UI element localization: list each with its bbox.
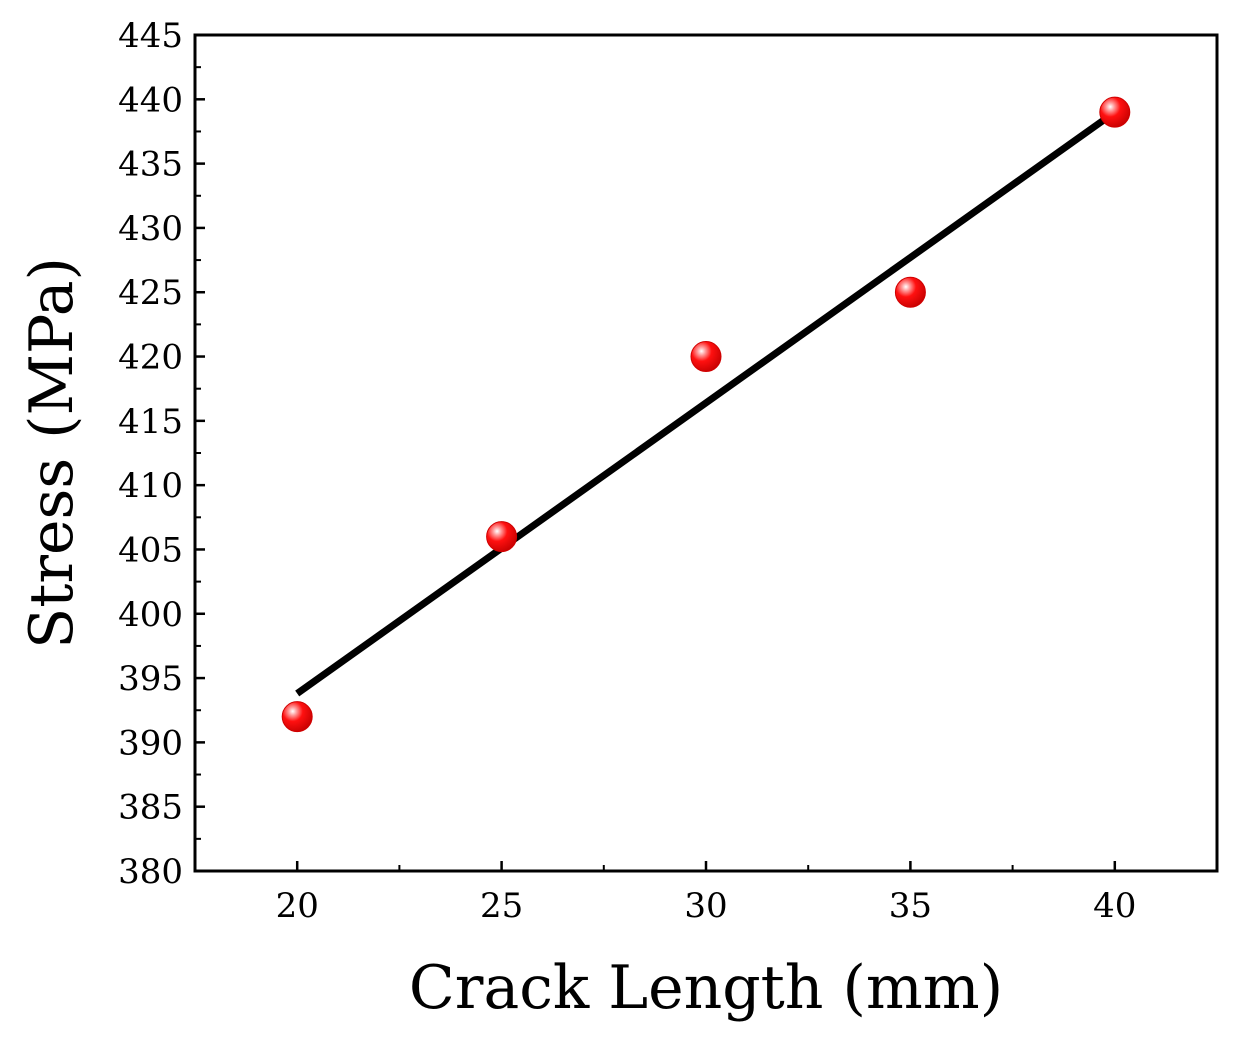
y-tick-label: 415 xyxy=(118,402,183,442)
data-point xyxy=(690,341,722,373)
x-tick-label: 30 xyxy=(684,886,727,926)
data-point xyxy=(894,276,926,308)
fit-line xyxy=(295,109,1117,697)
data-point xyxy=(486,521,518,553)
data-point xyxy=(281,701,313,733)
y-axis-title: Stress (MPa) xyxy=(17,257,87,649)
y-tick-label: 385 xyxy=(118,788,183,828)
y-tick-label: 440 xyxy=(118,80,183,120)
y-tick-label: 435 xyxy=(118,145,183,185)
x-tick-label: 40 xyxy=(1093,886,1136,926)
y-tick-label: 405 xyxy=(118,530,183,570)
y-tick-label: 410 xyxy=(118,466,183,506)
y-tick-label: 380 xyxy=(118,852,183,892)
x-tick-label: 35 xyxy=(889,886,932,926)
data-point xyxy=(1099,96,1131,128)
y-tick-label: 400 xyxy=(118,595,183,635)
y-tick-label: 425 xyxy=(118,273,183,313)
y-tick-label: 420 xyxy=(118,338,183,378)
y-tick-label: 390 xyxy=(118,723,183,763)
x-tick-label: 25 xyxy=(480,886,523,926)
y-tick-label: 430 xyxy=(118,209,183,249)
x-axis-title: Crack Length (mm) xyxy=(409,953,1003,1023)
y-tick-label: 395 xyxy=(118,659,183,699)
y-tick-label: 445 xyxy=(118,16,183,56)
x-tick-label: 20 xyxy=(276,886,319,926)
plot-frame xyxy=(193,33,1219,873)
